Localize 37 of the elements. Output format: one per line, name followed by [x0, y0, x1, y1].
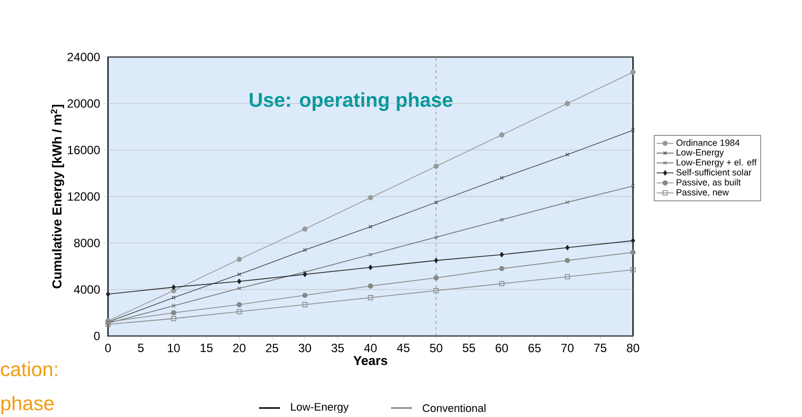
y-tick-label: 8000	[74, 238, 100, 248]
x-tick-label: 20	[233, 344, 246, 352]
x-tick-label: 0	[105, 344, 111, 352]
y-tick-label: 16000	[68, 146, 100, 154]
x-tick-label: 35	[332, 344, 344, 352]
legend-label: Low-Energy	[676, 149, 724, 158]
text: Low-Energy	[291, 403, 349, 413]
x-tick-label: 25	[266, 344, 278, 352]
x-tick-label: 50	[430, 344, 442, 352]
y-tick-label: 24000	[68, 52, 100, 62]
legend-label: Low-Energy + el. eff	[676, 158, 757, 168]
x-axis-title: Years	[353, 356, 388, 366]
x-tick-label: 5	[138, 344, 144, 352]
x-tick-label: 30	[298, 344, 312, 352]
y-tick-label: 20000	[68, 99, 100, 108]
text: phase	[1, 396, 54, 414]
text: Conventional	[422, 404, 486, 412]
x-tick-label: 15	[200, 344, 213, 352]
y-tick-label: 0	[94, 332, 100, 340]
x-tick-label: 55	[462, 344, 476, 352]
x-tick-label: 65	[528, 344, 541, 352]
y-tick-label: 4000	[74, 285, 100, 294]
x-tick-label: 70	[561, 344, 574, 352]
band-label: Use: operating phase	[250, 92, 452, 111]
x-tick-label: 75	[594, 344, 606, 352]
legend-label: Ordinance 1984	[676, 139, 740, 146]
x-tick-label: 60	[496, 344, 508, 352]
text: cation:	[1, 362, 58, 376]
x-tick-label: 10	[168, 344, 180, 352]
y-tick-label: 12000	[68, 192, 100, 201]
legend-label: Self-sufficient solar	[676, 168, 752, 176]
x-tick-label: 80	[626, 344, 640, 352]
legend-label: Passive, as built	[676, 178, 741, 187]
legend-label: Passive, new	[676, 188, 729, 196]
y-axis-title: Cumulative Energy [kWh / m$^{2}$]	[50, 104, 64, 288]
x-tick-label: 40	[364, 344, 377, 352]
x-tick-label: 45	[396, 344, 410, 352]
